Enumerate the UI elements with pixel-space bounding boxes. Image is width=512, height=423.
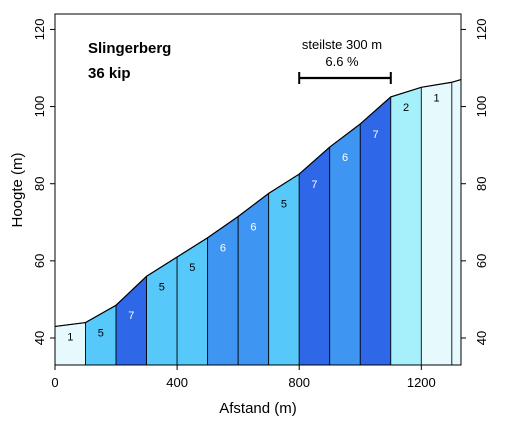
profile-segment bbox=[54, 322, 86, 366]
profile-segment bbox=[451, 79, 462, 366]
y-axis-label: Hoogte (m) bbox=[9, 152, 26, 227]
x-tick-label: 800 bbox=[288, 375, 310, 390]
segment-gradient-label: 5 bbox=[189, 262, 195, 274]
segment-gradient-label: 6 bbox=[250, 222, 256, 234]
steepest-range-marker bbox=[298, 72, 392, 84]
segment-gradient-label: 2 bbox=[403, 102, 409, 114]
y-tick-label: 100 bbox=[474, 96, 489, 118]
profile-segment bbox=[207, 215, 239, 366]
x-axis: 0 400 800 1200 bbox=[51, 365, 436, 390]
y-tick-label: 40 bbox=[32, 331, 47, 345]
y-tick-label: 100 bbox=[32, 96, 47, 118]
y-tick-label: 40 bbox=[474, 331, 489, 345]
y-tick-label: 80 bbox=[32, 176, 47, 190]
y-tick-label: 60 bbox=[474, 254, 489, 268]
x-tick-label: 400 bbox=[166, 375, 188, 390]
profile-segment bbox=[237, 192, 270, 366]
profile-segment bbox=[390, 86, 422, 366]
profile-segment bbox=[176, 236, 209, 366]
x-axis-label: Afstand (m) bbox=[219, 400, 297, 417]
profile-segments bbox=[54, 79, 462, 366]
steepest-annotation-label: steilste 300 m bbox=[302, 37, 382, 52]
profile-segment bbox=[420, 81, 453, 366]
segment-gradient-label: 5 bbox=[98, 328, 104, 340]
y-axis-left: 40 60 80 100 120 bbox=[32, 19, 55, 345]
y-tick-label: 80 bbox=[474, 176, 489, 190]
profile-outline bbox=[54, 78, 462, 328]
plot-frame bbox=[54, 13, 462, 366]
profile-line bbox=[54, 78, 462, 328]
segment-gradient-label: 1 bbox=[434, 92, 440, 104]
y-axis-right: 40 60 80 100 120 bbox=[461, 19, 489, 345]
segment-gradient-label: 7 bbox=[372, 129, 378, 141]
y-tick-label: 120 bbox=[32, 19, 47, 41]
y-tick-label: 120 bbox=[474, 19, 489, 41]
steepest-annotation-value: 6.6 % bbox=[325, 54, 359, 69]
segment-gradient-label: 1 bbox=[67, 331, 73, 343]
segment-gradient-label: 7 bbox=[311, 179, 317, 191]
segment-gradient-label: 6 bbox=[342, 152, 348, 164]
y-tick-label: 60 bbox=[32, 254, 47, 268]
chart-subtitle: 36 kip bbox=[88, 65, 131, 82]
x-tick-label: 0 bbox=[51, 375, 58, 390]
x-tick-label: 1200 bbox=[407, 375, 436, 390]
segment-labels: 1 5 7 5 5 6 6 5 7 6 7 2 1 bbox=[67, 92, 439, 343]
segment-gradient-label: 7 bbox=[128, 310, 134, 322]
segment-gradient-label: 5 bbox=[159, 281, 165, 293]
chart-title: Slingerberg bbox=[88, 40, 171, 57]
segment-gradient-label: 6 bbox=[220, 243, 226, 255]
segment-gradient-label: 5 bbox=[281, 198, 287, 210]
